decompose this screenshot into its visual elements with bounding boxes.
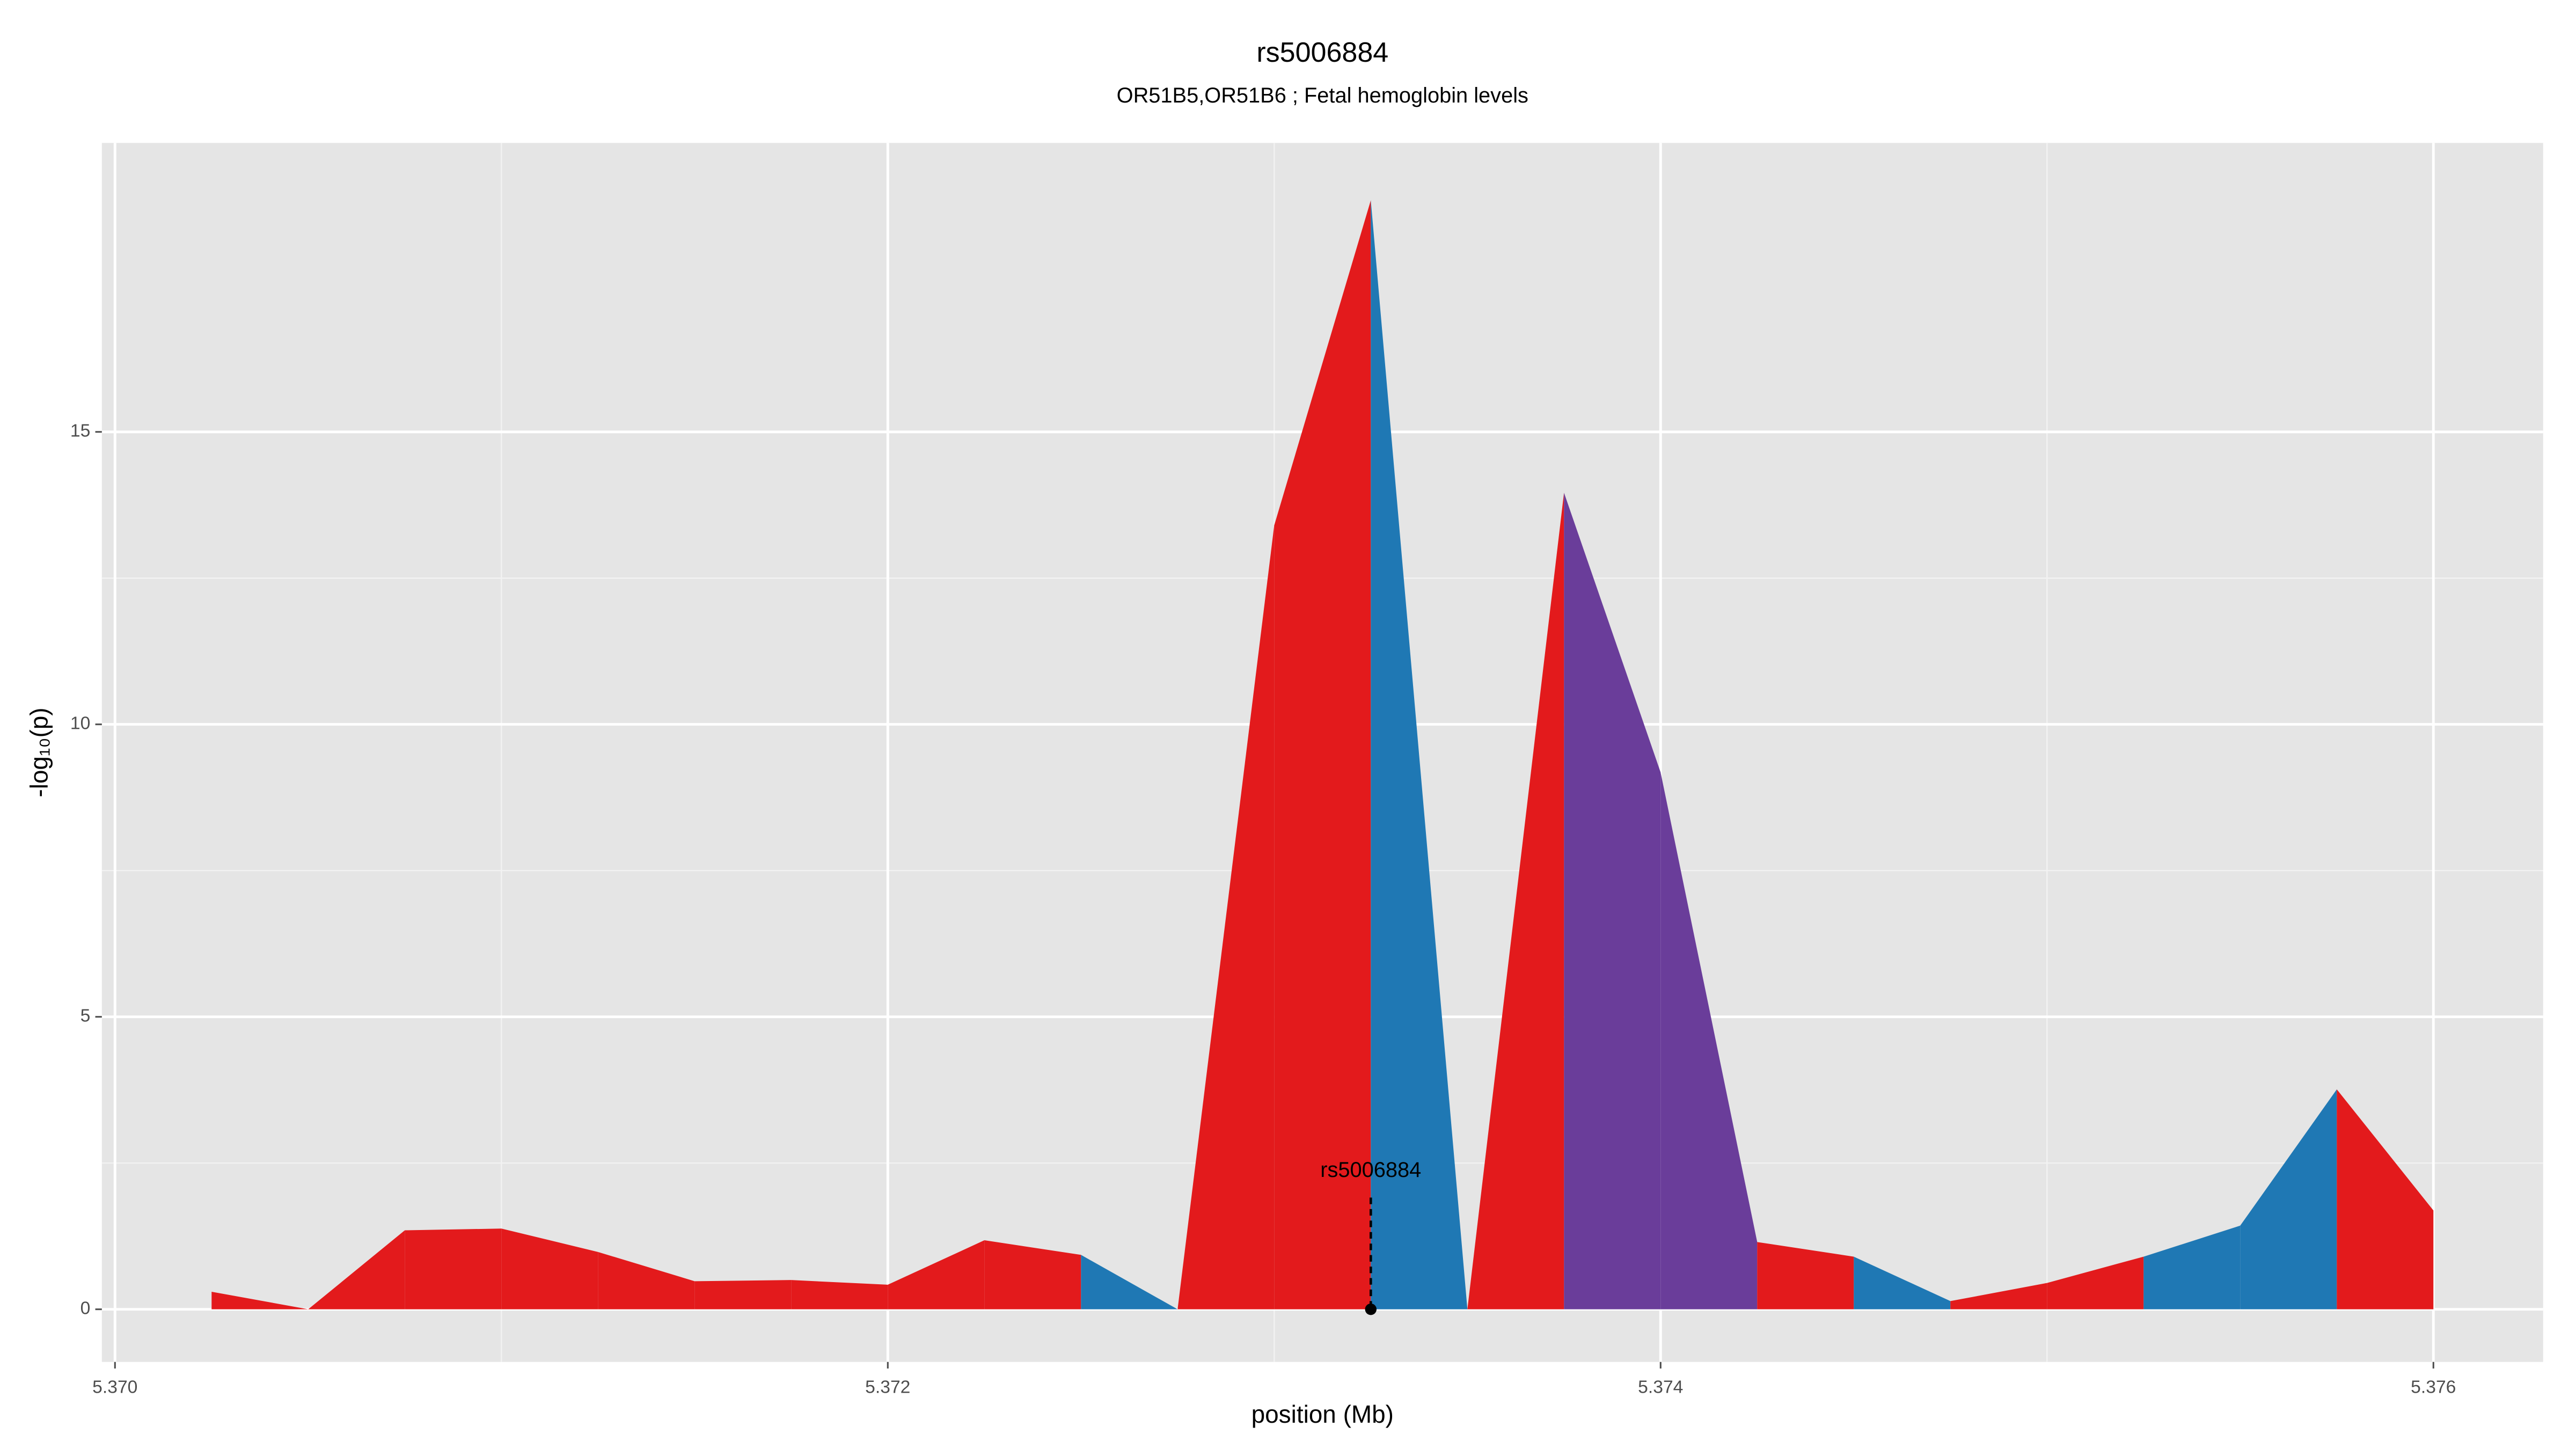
y-tick-label: 0 <box>80 1299 91 1319</box>
x-tick-label: 5.372 <box>865 1378 910 1397</box>
annotation-dot <box>1365 1303 1377 1315</box>
annotation-label: rs5006884 <box>1320 1158 1421 1182</box>
x-axis-label: position (Mb) <box>1252 1400 1394 1428</box>
area-segment <box>2337 1089 2434 1309</box>
y-axis-label: -log₁₀(p) <box>25 707 53 797</box>
area-segment <box>2047 1256 2144 1309</box>
area-segment <box>791 1280 888 1309</box>
area-segment <box>2143 1225 2241 1309</box>
area-segment <box>308 1230 405 1309</box>
area-segment <box>1854 1256 1951 1309</box>
area-segment <box>1757 1242 1854 1309</box>
area-segment <box>1081 1255 1178 1309</box>
x-tick-label: 5.370 <box>92 1378 137 1397</box>
area-segment <box>1274 200 1371 1309</box>
chart-subtitle: OR51B5,OR51B6 ; Fetal hemoglobin levels <box>1117 84 1528 107</box>
y-tick-label: 10 <box>70 714 90 734</box>
area-segment <box>984 1240 1081 1309</box>
area-segment <box>501 1228 598 1309</box>
y-tick-label: 5 <box>80 1006 91 1026</box>
area-segment <box>888 1240 985 1309</box>
area-segment <box>405 1228 502 1309</box>
chart-title: rs5006884 <box>1256 37 1388 68</box>
area-segment <box>2240 1089 2337 1309</box>
area-segment <box>598 1252 695 1309</box>
area-segment <box>1950 1283 2047 1309</box>
x-tick-label: 5.376 <box>2411 1378 2456 1397</box>
area-segment <box>1660 772 1758 1309</box>
axes: 0 5 10 15 5.370 5.372 5.374 5.376 <box>70 421 2456 1397</box>
area-segment <box>694 1280 792 1309</box>
area-segment <box>1564 493 1661 1309</box>
area-segment <box>211 1291 309 1309</box>
y-tick-label: 15 <box>70 421 90 441</box>
x-tick-label: 5.374 <box>1638 1378 1683 1397</box>
